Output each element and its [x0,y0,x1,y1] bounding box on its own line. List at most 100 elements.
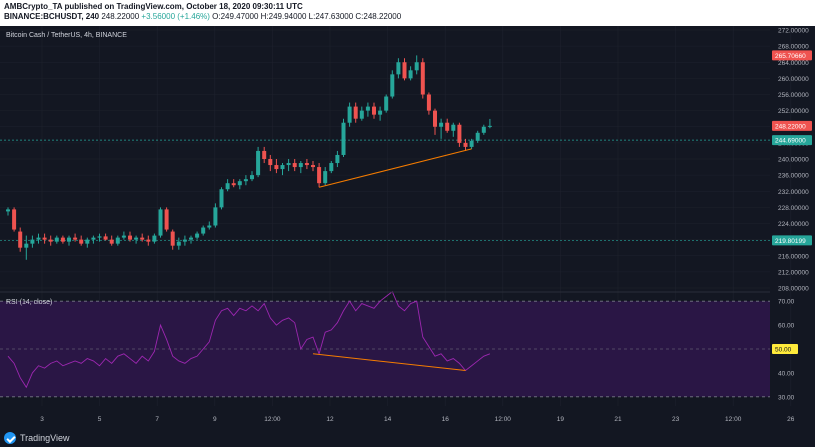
rsi-tick-label: 30.00 [778,394,795,401]
candles [6,55,492,260]
candle-body [414,62,419,71]
candle-body [189,237,193,240]
candle-body [323,171,328,184]
candle-body [243,179,248,182]
candle-body [103,236,108,240]
time-tick-label: 7 [155,416,159,423]
price-tag [772,235,812,246]
candle-body [67,237,71,242]
candle-body [341,122,346,155]
candle-body [237,181,242,186]
price-tick-label: 236.00000 [778,173,809,180]
price-tag [772,135,812,146]
price-tag-label: 244.69000 [775,138,806,145]
tradingview-icon [4,432,16,444]
candle-body [451,124,456,131]
candle-body [170,231,175,246]
candle-body [317,167,322,184]
candle-body [152,235,157,242]
price-tick-label: 224.00000 [778,221,809,228]
candle-body [48,239,53,242]
candle-body [359,110,364,119]
rsi-pane-title: RSI (14, close) [6,299,52,306]
price-tick-label: 240.00000 [778,157,809,164]
time-tick-label: 19 [557,416,565,423]
price-tag-label: 248.22000 [775,123,806,130]
candle-body [262,150,267,159]
price-tick-label: 268.00000 [778,44,809,51]
time-tick-label: 26 [787,416,795,423]
publication-header: AMBCrypto_TA published on TradingView.co… [0,0,815,26]
candle-body [420,62,425,95]
ohlc-readout: O:249.47000 H:249.94000 L:247.63000 C:24… [212,12,402,21]
candle-body [128,235,132,240]
price-pane-title: Bitcoin Cash / TetherUS, 4h, BINANCE [6,32,127,39]
candle-body [79,239,84,244]
candle-body [463,142,468,147]
candle-body [481,126,486,133]
price-tick-label: 232.00000 [778,189,809,196]
candle-body [97,236,102,238]
candle-body [134,237,139,240]
candle-body [384,96,389,111]
candle-body [182,239,187,242]
candle-body [329,163,334,172]
candle-body [73,237,78,240]
price-tick-label: 212.00000 [778,269,809,276]
candle-body [213,207,218,226]
candle-body [176,241,181,246]
price-labels: 265.70660 248.22000 244.69000 219.80199 50.0… [772,50,812,354]
rsi-value-label: 50.00 [775,347,792,354]
candle-body [311,165,315,168]
candle-body [396,62,401,75]
candle-body [433,110,437,127]
candle-body [408,70,413,79]
candle-body [42,237,47,240]
candle-body [469,140,474,147]
price-tick-label: 208.00000 [778,286,809,293]
price-tick-label: 228.00000 [778,205,809,212]
rsi-trendline[interactable] [312,353,466,372]
candle-body [54,237,59,242]
time-tick-label: 3 [40,416,44,423]
candle-body [280,165,285,170]
candle-body [109,239,114,244]
tradingview-logo[interactable]: TradingView [4,431,70,445]
candle-body [475,132,480,141]
candle-body [36,237,41,240]
price-tick-label: 260.00000 [778,76,809,83]
candle-body [298,163,303,168]
candle-body [439,122,444,127]
candle-body [426,94,431,111]
time-tick-label: 14 [384,416,392,423]
publication-line: AMBCrypto_TA published on TradingView.co… [4,2,303,11]
candle-body [487,125,492,127]
candle-body [286,163,291,166]
candle-body [231,183,236,186]
candle-body [115,237,120,244]
candle-body [304,163,309,166]
candle-body [207,225,212,228]
price-trendline[interactable] [318,148,472,188]
candle-body [274,165,279,170]
price-tick-label: 252.00000 [778,108,809,115]
price-tag-label: 219.80199 [775,238,806,245]
time-tick-label: 12:00 [495,416,512,423]
time-tick-label: 21 [614,416,622,423]
time-tick-label: 23 [672,416,680,423]
candle-body [256,150,261,176]
chart-area[interactable]: Bitcoin Cash / TetherUS, 4h, BINANCE RSI… [0,26,815,431]
candle-body [85,239,90,244]
time-tick-label: 5 [98,416,102,423]
price-axis[interactable]: 272.00000 268.00000 264.00000 260.00000 256.… [778,28,809,293]
candle-body [353,106,358,119]
candle-body [164,209,169,230]
last-price: 248.22000 [101,12,140,21]
candle-body [268,159,273,166]
candle-body [60,237,65,242]
rsi-value-tag [772,344,798,354]
candle-body [121,235,126,238]
candle-body [292,163,297,168]
candle-body [201,227,206,234]
